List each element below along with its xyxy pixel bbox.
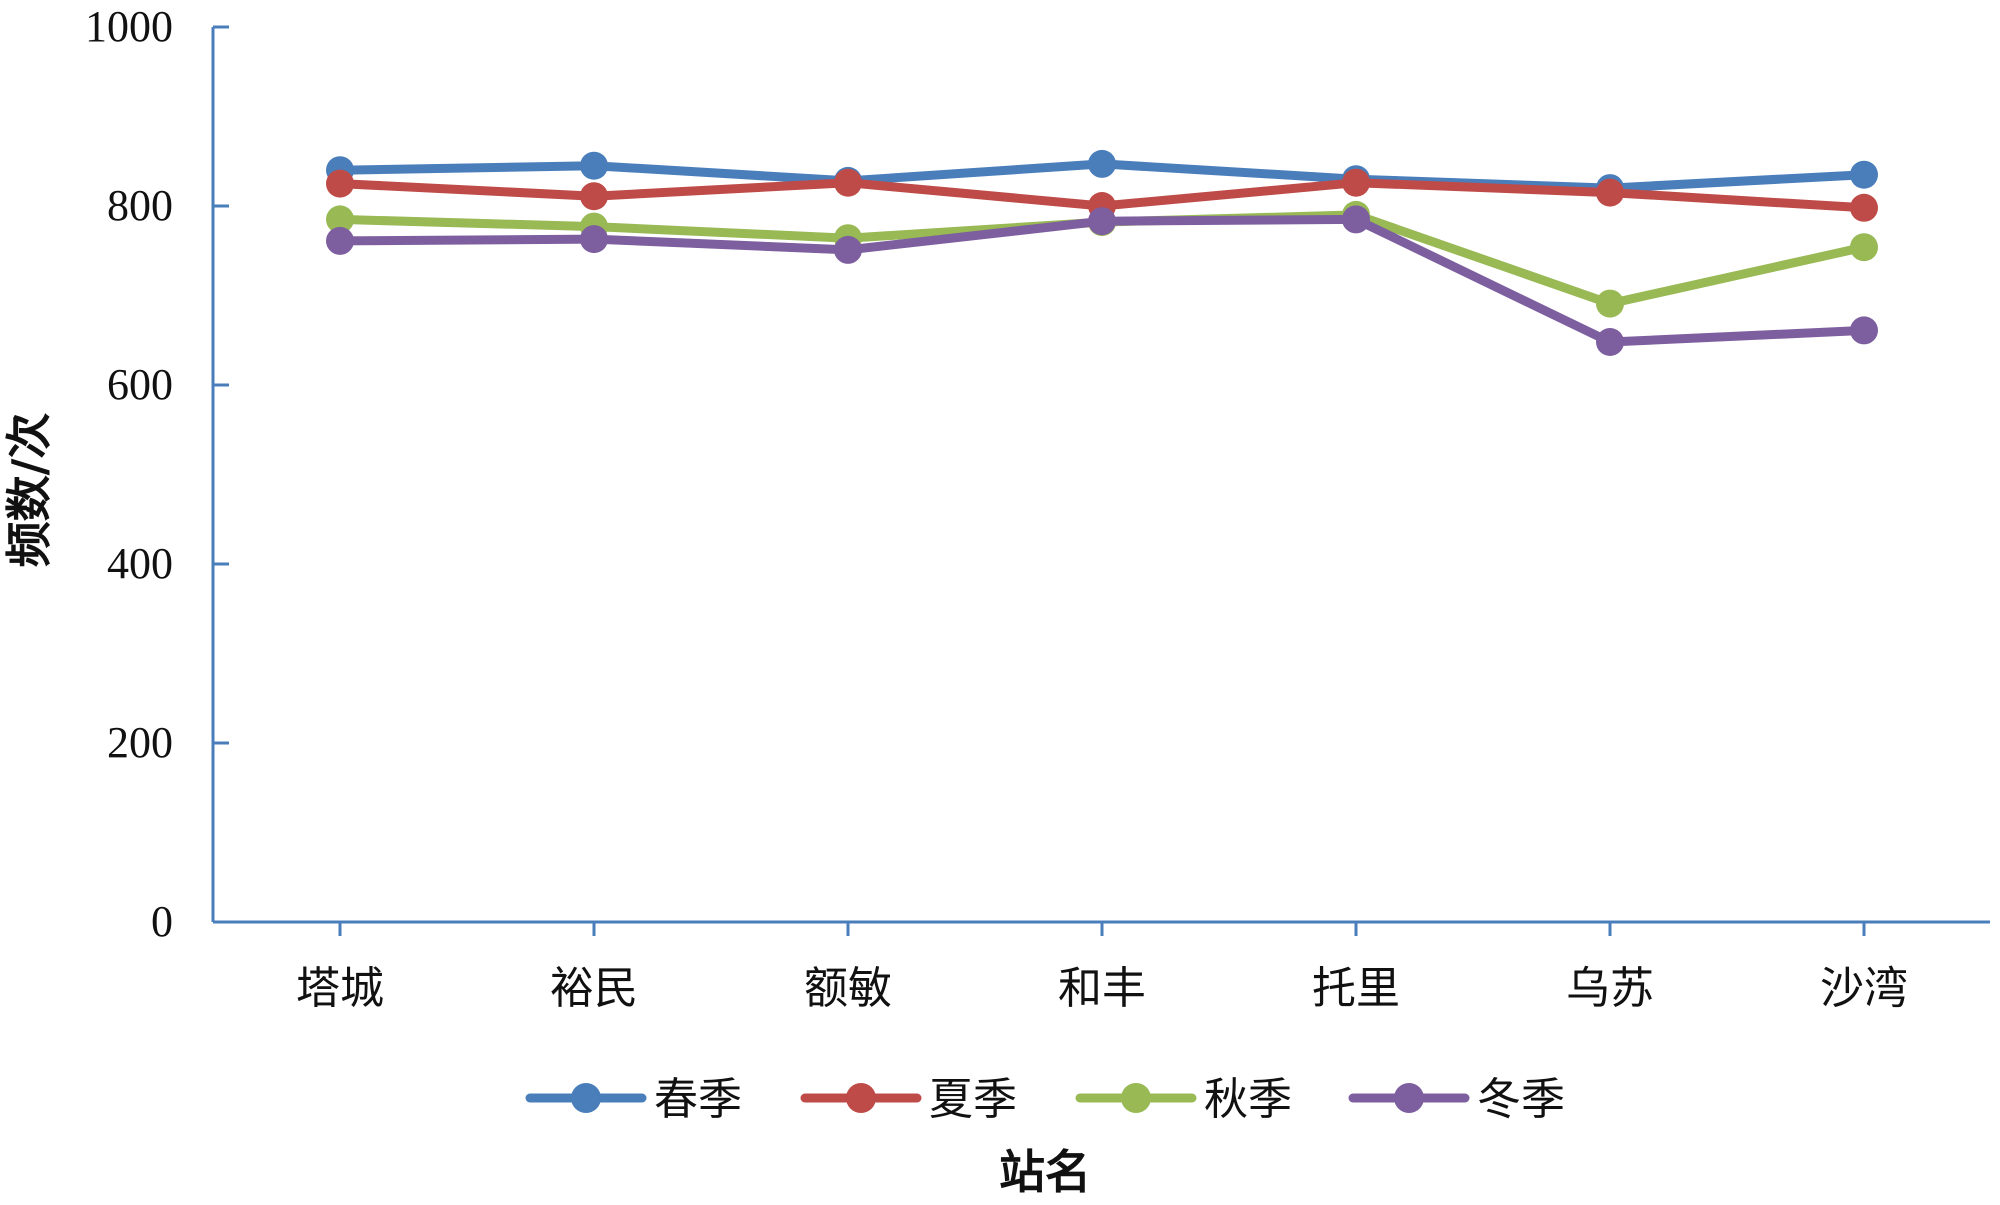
x-category-label: 和丰 <box>1058 963 1146 1014</box>
legend-item: 夏季 <box>800 1074 1017 1125</box>
legend-item: 冬季 <box>1348 1074 1565 1125</box>
x-category-label: 额敏 <box>804 963 892 1014</box>
data-point <box>1342 168 1370 197</box>
legend-swatch-marker <box>1394 1083 1424 1113</box>
legend-item: 秋季 <box>1075 1074 1292 1125</box>
x-category-label: 沙湾 <box>1820 963 1908 1014</box>
y-tick-label: 0 <box>151 897 173 946</box>
data-point <box>1596 328 1624 356</box>
axes <box>211 25 1990 936</box>
data-point <box>1342 205 1370 234</box>
data-point <box>1850 193 1878 222</box>
y-tick-label: 1000 <box>85 2 173 51</box>
y-tick-label: 600 <box>107 360 173 409</box>
data-point <box>580 151 608 180</box>
y-axis-title: 频数/次 <box>2 413 56 568</box>
y-tick-label: 400 <box>107 539 173 588</box>
data-point <box>326 205 354 234</box>
y-tick-label: 800 <box>107 181 173 230</box>
legend-label: 秋季 <box>1204 1074 1292 1125</box>
data-point <box>1850 160 1878 189</box>
data-point <box>1596 178 1624 207</box>
legend-swatch-marker <box>571 1083 601 1113</box>
x-category-label: 乌苏 <box>1566 963 1654 1014</box>
data-point <box>1088 149 1116 178</box>
data-point <box>1088 207 1116 236</box>
data-point <box>326 226 354 255</box>
series-冬季 <box>326 205 1878 356</box>
data-point <box>580 225 608 254</box>
data-point <box>326 169 354 198</box>
data-point <box>834 235 862 264</box>
data-point <box>580 182 608 211</box>
legend-label: 冬季 <box>1477 1074 1565 1125</box>
legend-label: 春季 <box>654 1074 742 1125</box>
data-point <box>1850 316 1878 345</box>
data-point <box>1596 289 1624 318</box>
legend-item: 春季 <box>525 1074 742 1125</box>
series-group <box>326 149 1878 356</box>
data-point <box>834 168 862 197</box>
x-category-label: 托里 <box>1312 963 1400 1014</box>
series-line <box>335 214 1869 347</box>
legend: 春季 夏季 秋季 冬季 <box>525 1074 1565 1125</box>
legend-swatch-marker <box>846 1083 876 1113</box>
series-夏季 <box>326 168 1878 222</box>
y-tick-label: 200 <box>107 718 173 767</box>
data-point <box>1850 233 1878 262</box>
x-axis-title: 站名 <box>999 1145 1091 1199</box>
x-category-labels: 塔城 裕民 额敏 和丰 托里 乌苏 沙湾 <box>296 963 1908 1014</box>
legend-label: 夏季 <box>929 1074 1017 1125</box>
legend-swatch-marker <box>1121 1083 1151 1113</box>
x-category-label: 塔城 <box>296 963 384 1014</box>
x-category-label: 裕民 <box>550 963 638 1014</box>
y-tick-labels: 0 200 400 600 800 1000 <box>85 2 173 946</box>
